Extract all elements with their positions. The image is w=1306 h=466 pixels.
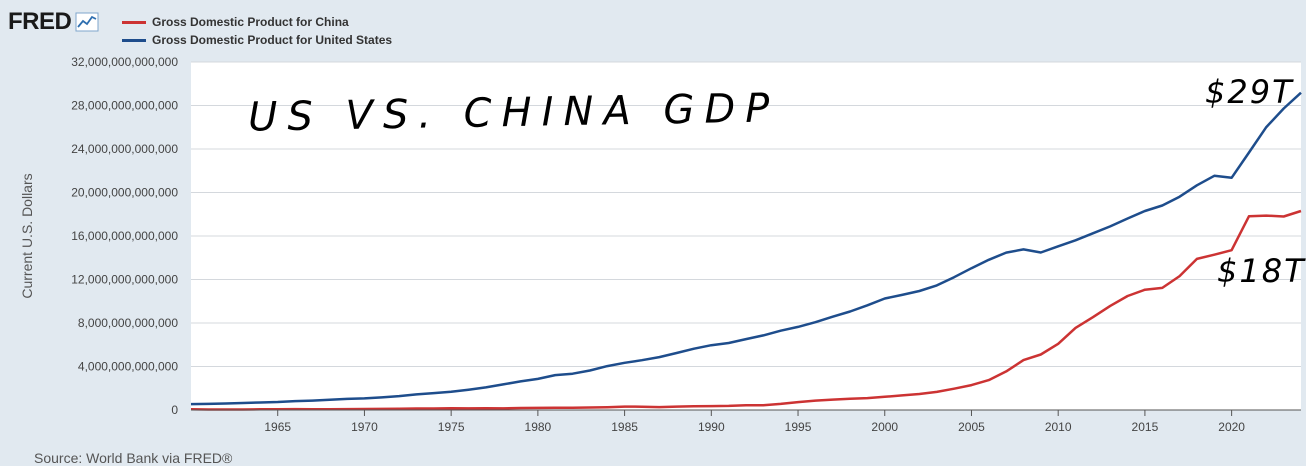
fred-logo-text: FRED <box>8 8 72 35</box>
y-tick-label: 12,000,000,000,000 <box>71 273 178 287</box>
x-tick-label: 1975 <box>438 420 465 434</box>
x-tick-label: 1985 <box>611 420 638 434</box>
chart-legend: Gross Domestic Product for China Gross D… <box>122 13 392 49</box>
series-lines <box>190 91 1302 411</box>
legend-swatch-us <box>122 38 146 42</box>
annotation-title: US VS. CHINA GDP <box>248 85 780 140</box>
gridlines <box>191 61 1301 367</box>
x-tick-label: 1970 <box>351 420 378 434</box>
legend-item-us[interactable]: Gross Domestic Product for United States <box>122 31 392 49</box>
x-tick-label: 1980 <box>525 420 552 434</box>
y-tick-label: 4,000,000,000,000 <box>78 360 178 374</box>
series-line-united-states[interactable] <box>190 91 1302 406</box>
x-tick-label: 2010 <box>1045 420 1072 434</box>
x-tick-label: 1965 <box>264 420 291 434</box>
x-axis-ticks: 1965 1970 1975 1980 1985 1990 1995 2000 2005 2010… <box>264 410 1245 434</box>
fred-logo[interactable]: FRED <box>8 8 99 36</box>
y-tick-label: 16,000,000,000,000 <box>71 229 178 243</box>
y-tick-label: 32,000,000,000,000 <box>71 55 178 69</box>
legend-label-us: Gross Domestic Product for United States <box>152 33 393 47</box>
x-tick-label: 1995 <box>785 420 812 434</box>
y-tick-label: 8,000,000,000,000 <box>78 316 178 330</box>
legend-item-china[interactable]: Gross Domestic Product for China <box>122 13 392 31</box>
series-line-china[interactable] <box>190 209 1302 411</box>
y-tick-label: 28,000,000,000,000 <box>71 99 178 113</box>
y-tick-label: 24,000,000,000,000 <box>71 142 178 156</box>
annotation-china-value: $18T <box>1217 252 1306 290</box>
trend-line-icon <box>75 12 99 32</box>
x-tick-label: 2015 <box>1132 420 1159 434</box>
y-axis-label: Current U.S. Dollars <box>19 173 35 298</box>
y-tick-label: 20,000,000,000,000 <box>71 186 178 200</box>
x-tick-label: 2005 <box>958 420 985 434</box>
x-tick-label: 2020 <box>1218 420 1245 434</box>
y-axis-ticks: 0 4,000,000,000,000 8,000,000,000,000 12,00… <box>71 55 178 417</box>
annotation-us-value: $29T <box>1205 73 1294 111</box>
legend-swatch-china <box>122 20 146 24</box>
x-tick-label: 1990 <box>698 420 725 434</box>
source-text: Source: World Bank via FRED® <box>34 450 233 466</box>
legend-label-china: Gross Domestic Product for China <box>152 15 349 29</box>
x-tick-label: 2000 <box>871 420 898 434</box>
y-tick-label: 0 <box>171 403 178 417</box>
